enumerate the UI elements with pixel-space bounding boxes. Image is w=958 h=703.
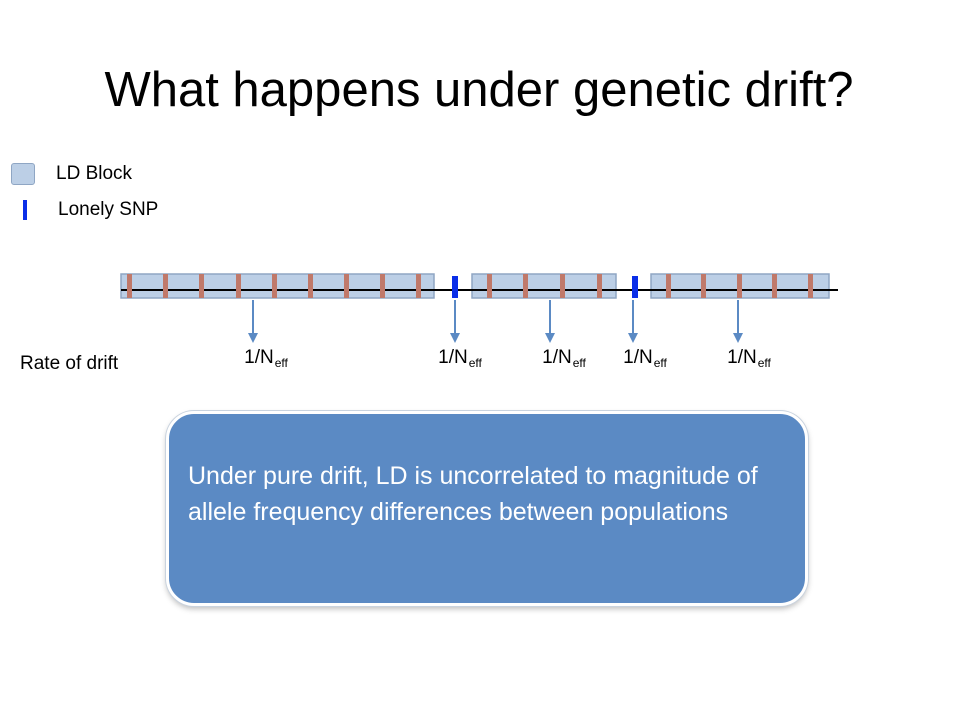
legend-lonely-snp: Lonely SNP <box>13 199 158 221</box>
legend-ld-block-label: LD Block <box>56 163 133 184</box>
block-snp <box>597 274 602 298</box>
drift-rate-sub: eff <box>653 356 667 370</box>
legend-lonely-snp-label: Lonely SNP <box>58 199 159 220</box>
slide-title: What happens under genetic drift? <box>104 63 854 117</box>
block-snp <box>666 274 671 298</box>
block-snp <box>163 274 168 298</box>
drift-rate-label: 1/Neff <box>623 347 667 370</box>
rate-of-drift-label: Rate of drift <box>20 353 119 374</box>
block-snp <box>416 274 421 298</box>
ld-block-swatch-icon <box>11 163 35 185</box>
drift-rate-sub: eff <box>274 356 288 370</box>
block-snp <box>199 274 204 298</box>
lonely-snp <box>452 276 458 298</box>
block-snp <box>308 274 313 298</box>
block-snps <box>127 274 813 298</box>
drift-rate-label: 1/Neff <box>244 347 288 370</box>
lonely-snp-swatch-icon <box>23 200 27 220</box>
drift-arrows <box>248 300 743 343</box>
drift-rate-base: 1/N <box>623 347 653 368</box>
drift-rate-sub: eff <box>468 356 482 370</box>
block-snp <box>380 274 385 298</box>
block-snp <box>808 274 813 298</box>
drift-rate-sub: eff <box>757 356 771 370</box>
block-snp <box>272 274 277 298</box>
block-snp <box>772 274 777 298</box>
lonely-snp <box>632 276 638 298</box>
drift-rate-sub: eff <box>572 356 586 370</box>
callout-box: Under pure drift, LD is uncorrelated to … <box>166 411 808 606</box>
drift-rate-label: 1/Neff <box>438 347 482 370</box>
block-snp <box>236 274 241 298</box>
block-snp <box>344 274 349 298</box>
block-snp <box>127 274 132 298</box>
drift-rate-label: 1/Neff <box>727 347 771 370</box>
drift-rate-base: 1/N <box>727 347 757 368</box>
legend-ld-block: LD Block <box>11 163 132 185</box>
drift-rate-base: 1/N <box>542 347 572 368</box>
block-snp <box>487 274 492 298</box>
drift-rate-base: 1/N <box>438 347 468 368</box>
drift-rate-base: 1/N <box>244 347 274 368</box>
block-snp <box>701 274 706 298</box>
block-snp <box>737 274 742 298</box>
block-snp <box>523 274 528 298</box>
ld-block <box>471 273 617 299</box>
callout-text: Under pure drift, LD is uncorrelated to … <box>188 462 758 526</box>
drift-rate-label: 1/Neff <box>542 347 586 370</box>
block-snp <box>560 274 565 298</box>
